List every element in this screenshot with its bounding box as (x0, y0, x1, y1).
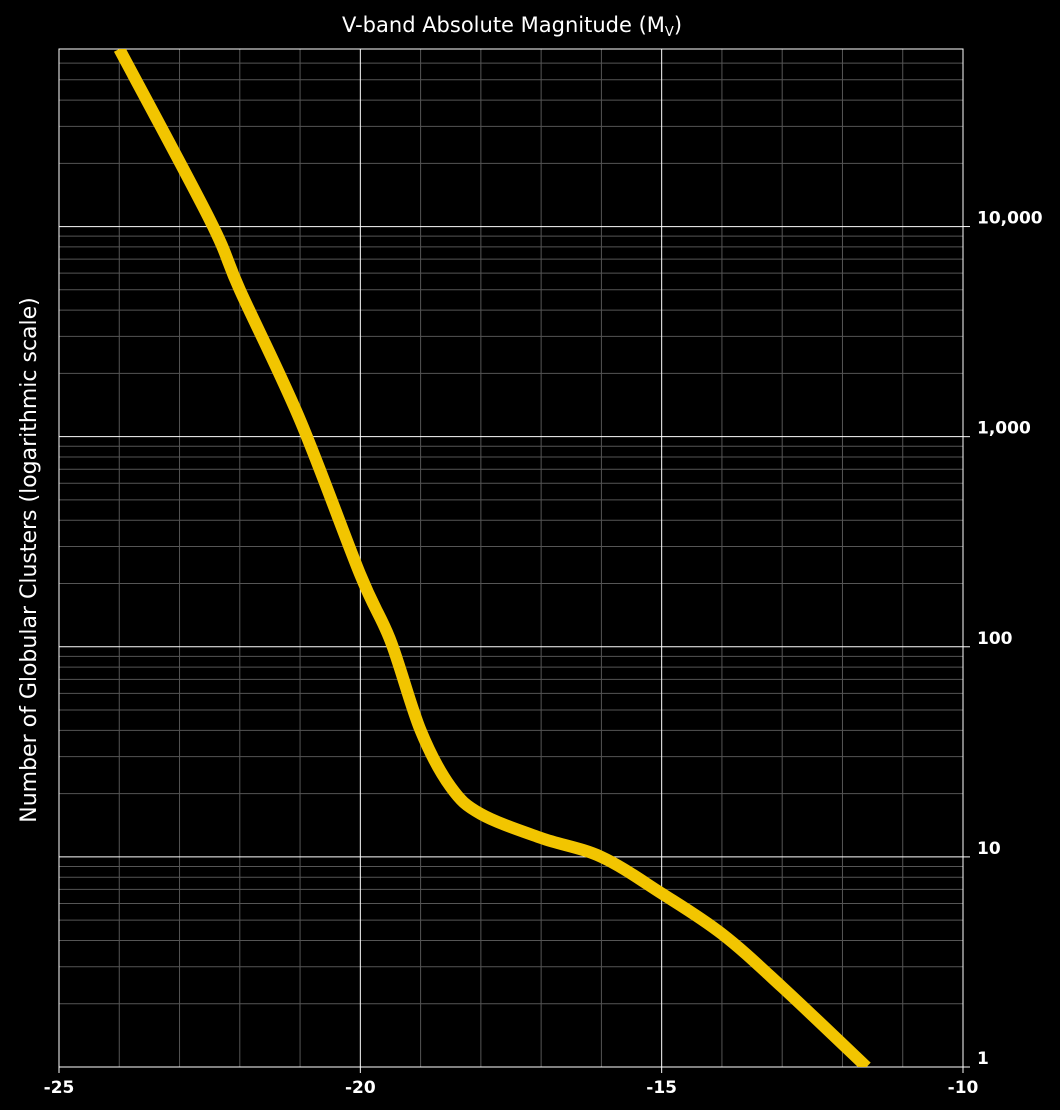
y-tick-label: 1,000 (977, 419, 1031, 439)
plot-frame (58, 48, 964, 1068)
x-axis-title-subscript: V (665, 25, 674, 40)
x-tick-label: -10 (948, 1078, 979, 1098)
data-line (113, 49, 871, 1067)
x-axis-title-part: V-band Absolute Magnitude (M (342, 13, 665, 37)
y-axis-title: Number of Globular Clusters (logarithmic… (17, 297, 42, 823)
x-tick-label: -20 (345, 1078, 376, 1098)
x-axis-title: V-band Absolute Magnitude (MV) (342, 13, 682, 40)
y-tick-label: 100 (977, 629, 1013, 649)
y-tick-label: 10,000 (977, 209, 1043, 229)
x-tick-label: -25 (44, 1078, 75, 1098)
y-tick-label: 10 (977, 839, 1001, 859)
x-axis-title-part: ) (674, 13, 682, 37)
x-tick-label: -15 (646, 1078, 677, 1098)
y-tick-label: 1 (977, 1049, 989, 1069)
